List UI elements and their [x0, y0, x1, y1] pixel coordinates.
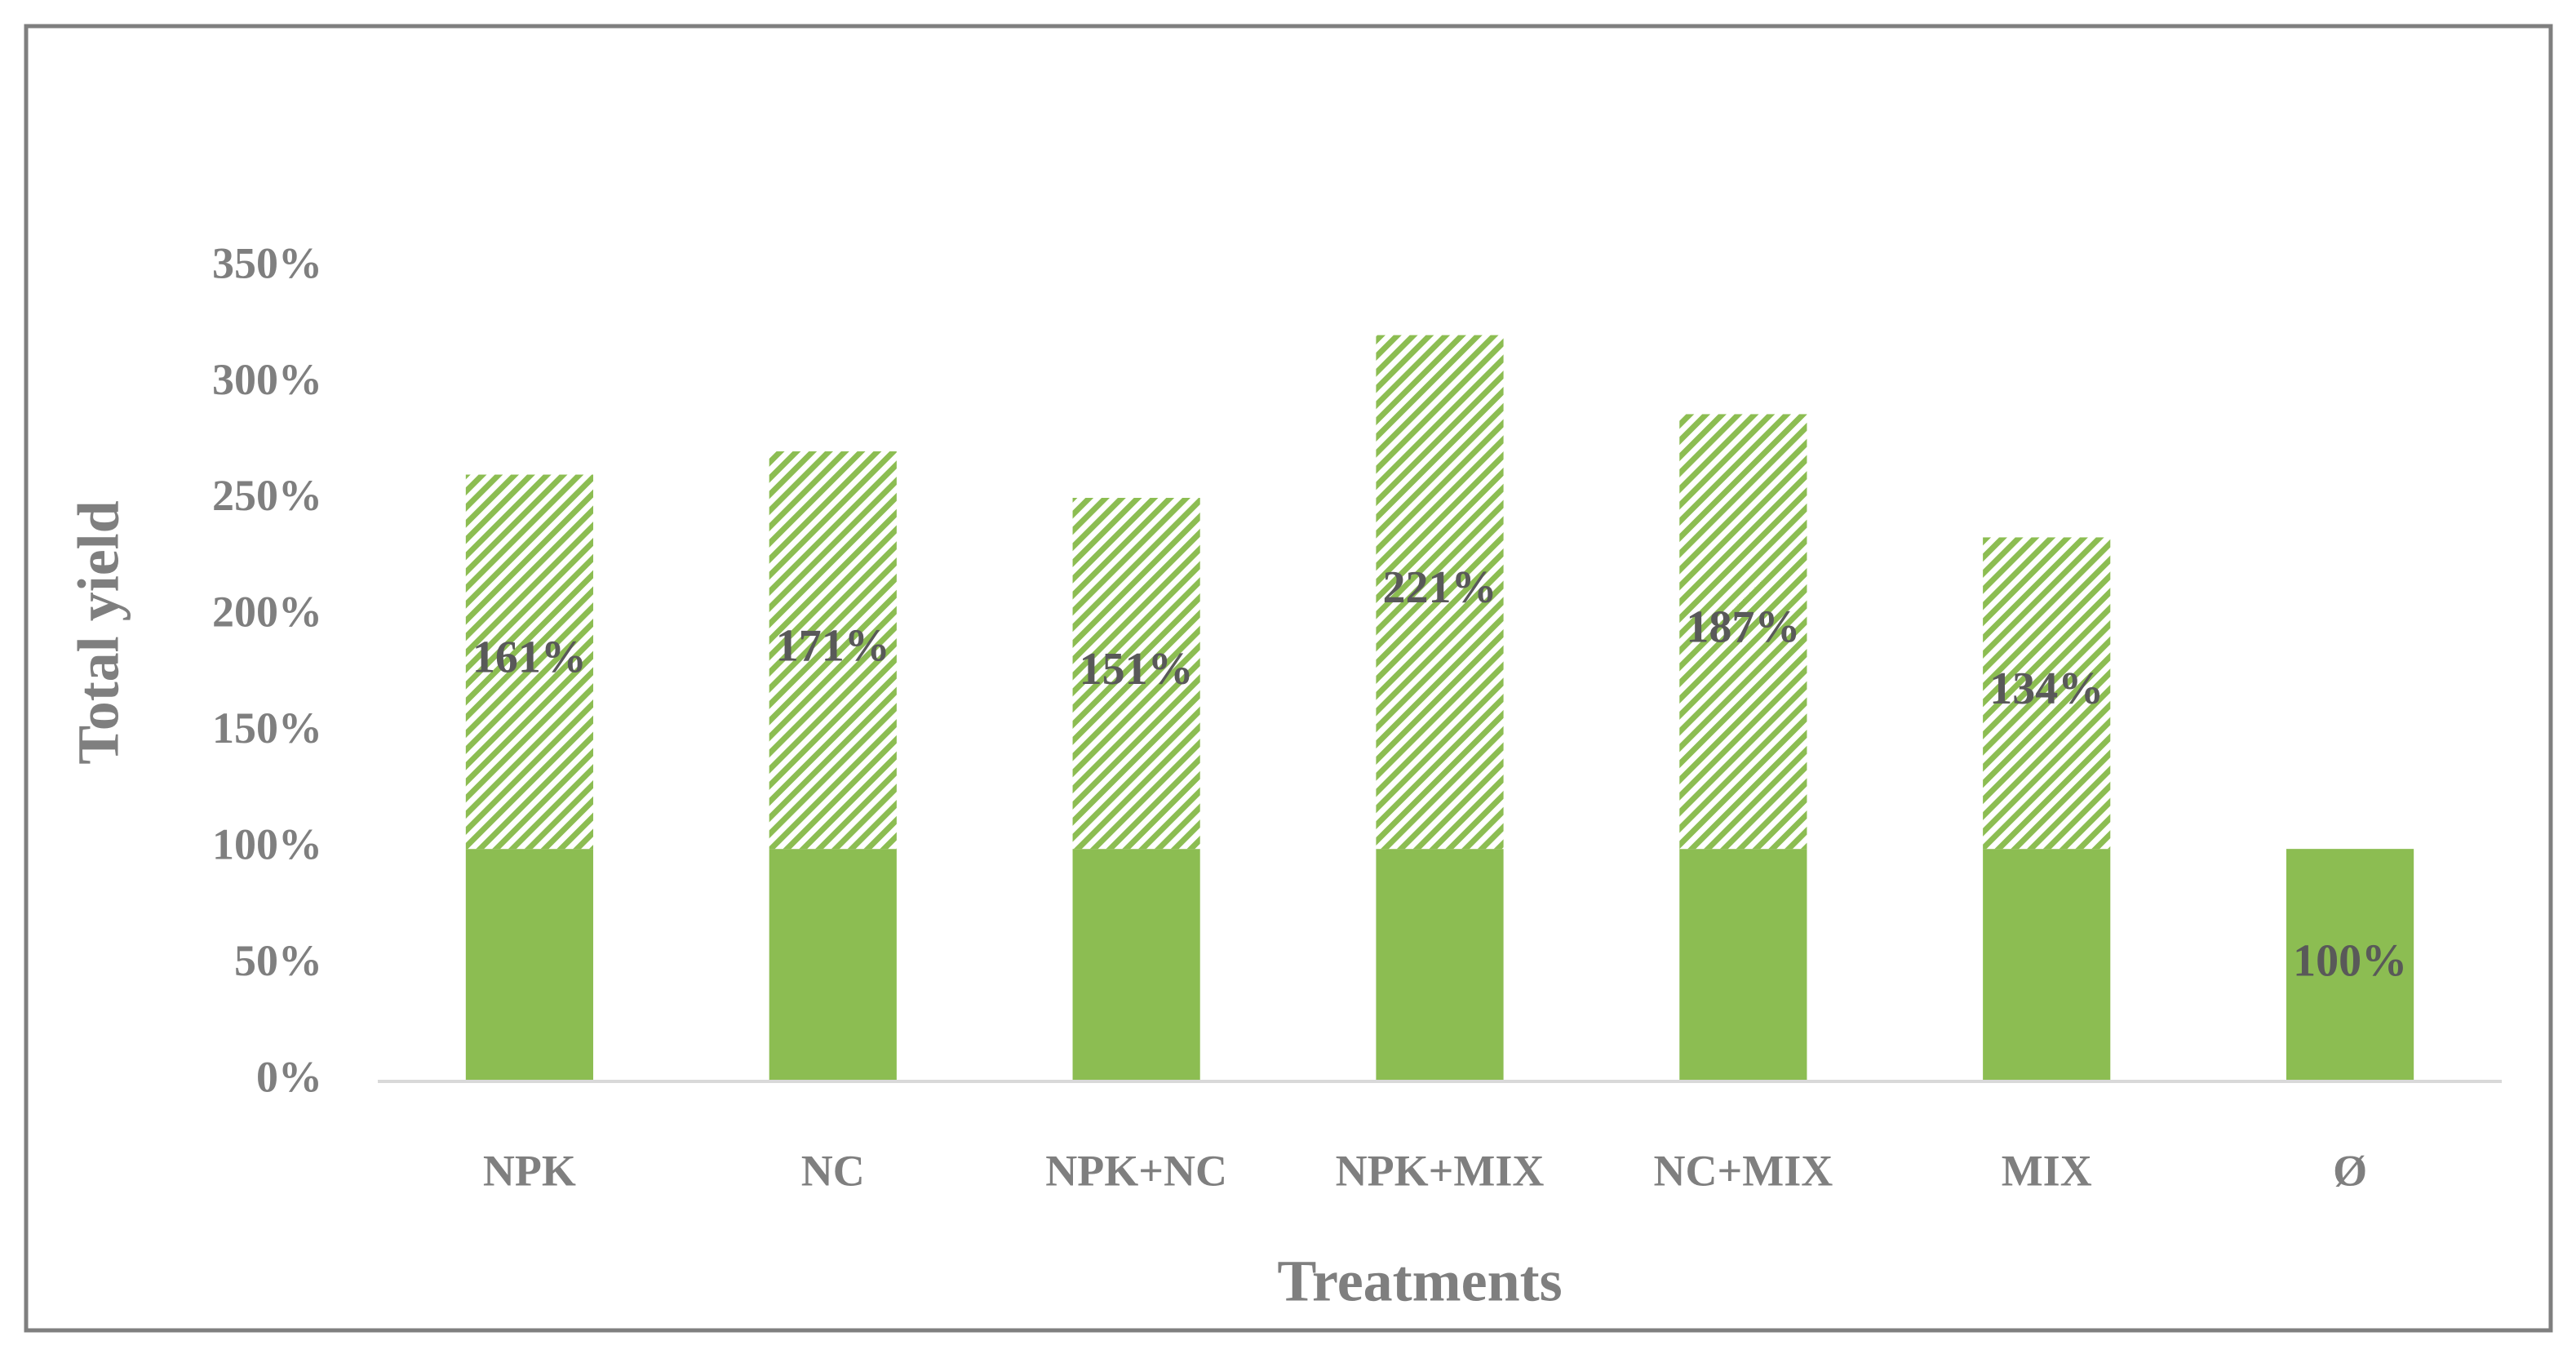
y-tick-label: 350%	[212, 238, 322, 287]
bar	[1679, 414, 1807, 850]
bar	[1983, 849, 2111, 1081]
data-label: 151%	[1080, 644, 1194, 695]
y-tick-label: 200%	[212, 588, 322, 637]
bar	[2286, 849, 2414, 1081]
bar	[465, 849, 594, 1081]
y-tick-label: 100%	[212, 820, 322, 869]
y-axis-title: Total yield	[66, 500, 131, 764]
x-tick-label: NC	[801, 1146, 865, 1195]
data-label: 100%	[2293, 935, 2407, 986]
bar	[1376, 849, 1504, 1081]
y-tick-label: 50%	[234, 936, 322, 985]
data-label: 221%	[1383, 562, 1497, 613]
bar	[769, 849, 897, 1081]
x-axis-title: Treatments	[1277, 1249, 1562, 1314]
x-tick-label: NC+MIX	[1653, 1146, 1833, 1195]
bar	[1072, 849, 1200, 1081]
data-label: 171%	[776, 620, 890, 671]
bar	[1983, 537, 2111, 850]
bar	[1679, 849, 1807, 1081]
y-tick-label: 0%	[256, 1052, 322, 1101]
chart-border	[24, 24, 2553, 1333]
bar	[1072, 498, 1200, 850]
bar	[1376, 335, 1504, 850]
bar	[769, 451, 897, 850]
x-tick-label: NPK	[483, 1146, 576, 1195]
x-tick-label: Ø	[2333, 1146, 2367, 1195]
x-tick-label: NPK+NC	[1045, 1146, 1227, 1195]
x-tick-label: MIX	[2002, 1146, 2092, 1195]
x-tick-label: NPK+MIX	[1336, 1146, 1545, 1195]
data-label: 187%	[1686, 602, 1800, 653]
bar	[465, 474, 594, 850]
y-tick-label: 300%	[212, 355, 322, 404]
y-tick-label: 150%	[212, 704, 322, 752]
y-tick-label: 250%	[212, 471, 322, 520]
data-label: 161%	[472, 633, 587, 683]
data-label: 134%	[1989, 664, 2104, 714]
